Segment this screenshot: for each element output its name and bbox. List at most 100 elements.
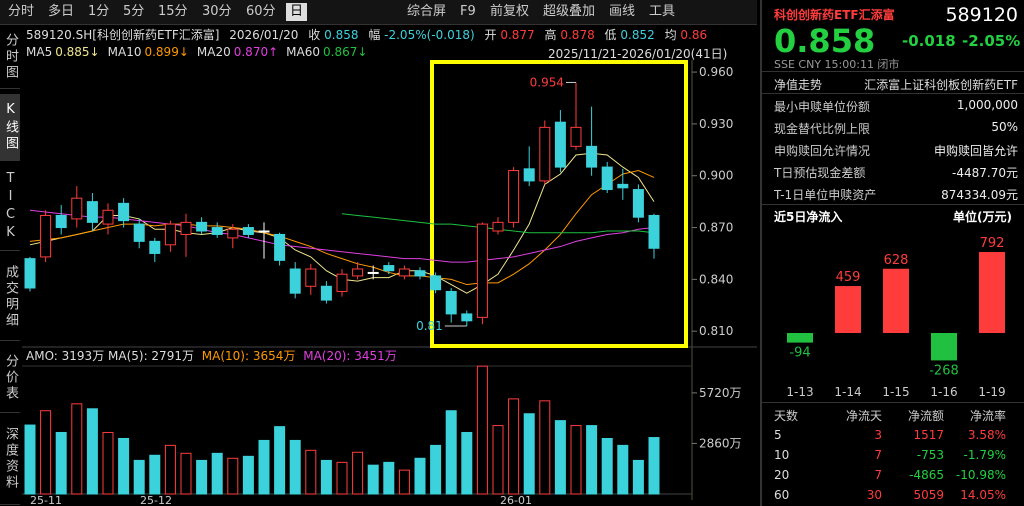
volume-bar xyxy=(55,431,67,495)
candle-body xyxy=(414,270,426,277)
info-value: 50% xyxy=(991,120,1018,134)
candle-body xyxy=(180,221,192,235)
candle-body xyxy=(133,223,145,242)
volume-legend-text: AMO: 3193万 MA(5): 2791万 xyxy=(26,349,194,363)
side-tab[interactable]: 成交明细 xyxy=(0,254,20,341)
volume-bar xyxy=(24,424,36,495)
toolbar-tool[interactable]: 前复权 xyxy=(490,4,530,19)
ma-value: 0.899↓ xyxy=(144,45,189,59)
toolbar-tab[interactable]: 分时 xyxy=(8,4,35,19)
y-tick-label: 0.810 xyxy=(699,324,733,338)
candle-body xyxy=(570,126,582,147)
toolbar-tab[interactable]: 多日 xyxy=(48,4,75,19)
toolbar-tab[interactable]: 15分 xyxy=(158,4,188,19)
flow-value: -268 xyxy=(929,363,959,378)
volume-bar xyxy=(461,431,473,495)
candle-body xyxy=(86,201,98,223)
toolbar-tab[interactable]: 30分 xyxy=(202,4,232,19)
toolbar-tool[interactable]: 综合屏 xyxy=(407,4,447,19)
info-value: -4487.70元 xyxy=(952,166,1018,180)
value: 0.858 xyxy=(324,28,359,42)
flow-bar xyxy=(883,268,909,333)
candle-body xyxy=(71,197,83,220)
info-value: 1,000,000 xyxy=(956,98,1018,112)
volume-bar xyxy=(227,457,239,495)
flow-chart: -94 1-13 459 1-14 628 1-15 -268 1-16 792 1-19 xyxy=(786,236,1005,399)
candle-body xyxy=(164,223,176,246)
candle-body xyxy=(118,202,130,222)
volume-bar xyxy=(40,410,52,495)
toolbar-tab[interactable]: 5分 xyxy=(123,4,145,19)
info-key: T-1日单位申赎资产 xyxy=(774,188,877,202)
volume-bar xyxy=(648,437,660,495)
low-label: 0.81 xyxy=(416,319,443,333)
volume-bar xyxy=(118,437,130,495)
candle-body xyxy=(367,271,379,274)
ma-name: MA20 xyxy=(196,45,231,59)
value: -2.05%(-0.018) xyxy=(384,28,475,42)
info-row: 现金替代比例上限 50% xyxy=(774,120,1018,140)
toolbar-tool[interactable]: 超级叠加 xyxy=(543,4,596,19)
volume-bar xyxy=(180,452,192,495)
volume-bar xyxy=(289,439,301,495)
flow-value: -94 xyxy=(789,346,810,361)
volume-bar xyxy=(554,420,566,495)
flow-category: 1-14 xyxy=(834,385,861,399)
side-tab[interactable]: K线图 xyxy=(0,94,20,161)
label: 低 xyxy=(604,28,617,42)
highlight-box xyxy=(430,60,688,348)
table-cell: 7 xyxy=(874,468,882,482)
y-tick-label: 0.870 xyxy=(699,221,733,235)
toolbar-tab[interactable]: 日 xyxy=(286,3,308,21)
table-cell: 30 xyxy=(866,488,882,502)
fund-code: 589120 xyxy=(945,4,1018,26)
volume-bar xyxy=(632,459,644,495)
table-cell: 5 xyxy=(774,428,782,442)
info-row: T-1日单位申赎资产 874334.09元 xyxy=(774,186,1018,206)
volume-bar xyxy=(586,425,598,495)
candle-body xyxy=(539,126,551,182)
side-tab[interactable]: 分价表 xyxy=(0,344,20,413)
flow-category: 1-19 xyxy=(978,385,1005,399)
candle-body xyxy=(149,240,161,254)
ma-name: MA10 xyxy=(107,45,142,59)
value: 0.878 xyxy=(560,28,595,42)
volume-bar xyxy=(601,437,613,495)
divider xyxy=(762,71,1024,72)
flow-value: 459 xyxy=(836,270,861,285)
side-tab[interactable]: 深度资料 xyxy=(0,414,20,505)
nav-link[interactable]: 净值走势 xyxy=(774,78,823,92)
side-tab[interactable]: 分时图 xyxy=(0,26,20,89)
ma-name: MA60 xyxy=(286,45,320,59)
volume-bar xyxy=(149,454,161,495)
volume-bar xyxy=(523,413,535,495)
table-cell: 14.05% xyxy=(960,488,1006,502)
date: 2026/01/20 xyxy=(229,28,299,42)
info-row: 申购赎回允许情况 申购赎回皆允许 xyxy=(774,142,1018,162)
table-cell: 20 xyxy=(774,468,790,482)
info-row: 最小申赎单位份额 1,000,000 xyxy=(774,98,1018,118)
volume-bar xyxy=(414,457,426,495)
volume-bar xyxy=(539,400,551,495)
volume-bar xyxy=(430,444,442,495)
toolbar-tab[interactable]: 1分 xyxy=(88,4,110,19)
candle-body xyxy=(508,170,520,223)
table-header: 净流天 xyxy=(845,409,882,423)
toolbar-tab[interactable]: 60分 xyxy=(246,4,276,19)
y-tick-label: 0.930 xyxy=(699,117,733,131)
ma-legend: MA5 0.885↓ MA10 0.899↓ MA20 0.870↑ MA60 0.867↓ xyxy=(26,45,367,59)
toolbar: 分时 多日 1分 5分 15分 30分 60分日 综合屏 F9 前复权 超级叠加 画线 工具 xyxy=(0,0,757,25)
flow-unit: 单位(万元) xyxy=(953,210,1012,224)
volume-bar xyxy=(274,426,286,495)
toolbar-tool[interactable]: 画线 xyxy=(609,4,636,19)
table-cell: -4865 xyxy=(909,468,944,482)
info-value: 申购赎回皆允许 xyxy=(933,144,1018,158)
candle-body xyxy=(445,290,457,315)
side-tab[interactable]: TICK xyxy=(0,164,20,251)
table-cell: 10 xyxy=(774,448,790,462)
toolbar-tool[interactable]: 工具 xyxy=(649,4,676,19)
change-pct: -2.05% xyxy=(962,32,1021,50)
toolbar-tool[interactable]: F9 xyxy=(460,4,476,19)
value: 0.86 xyxy=(680,28,708,42)
